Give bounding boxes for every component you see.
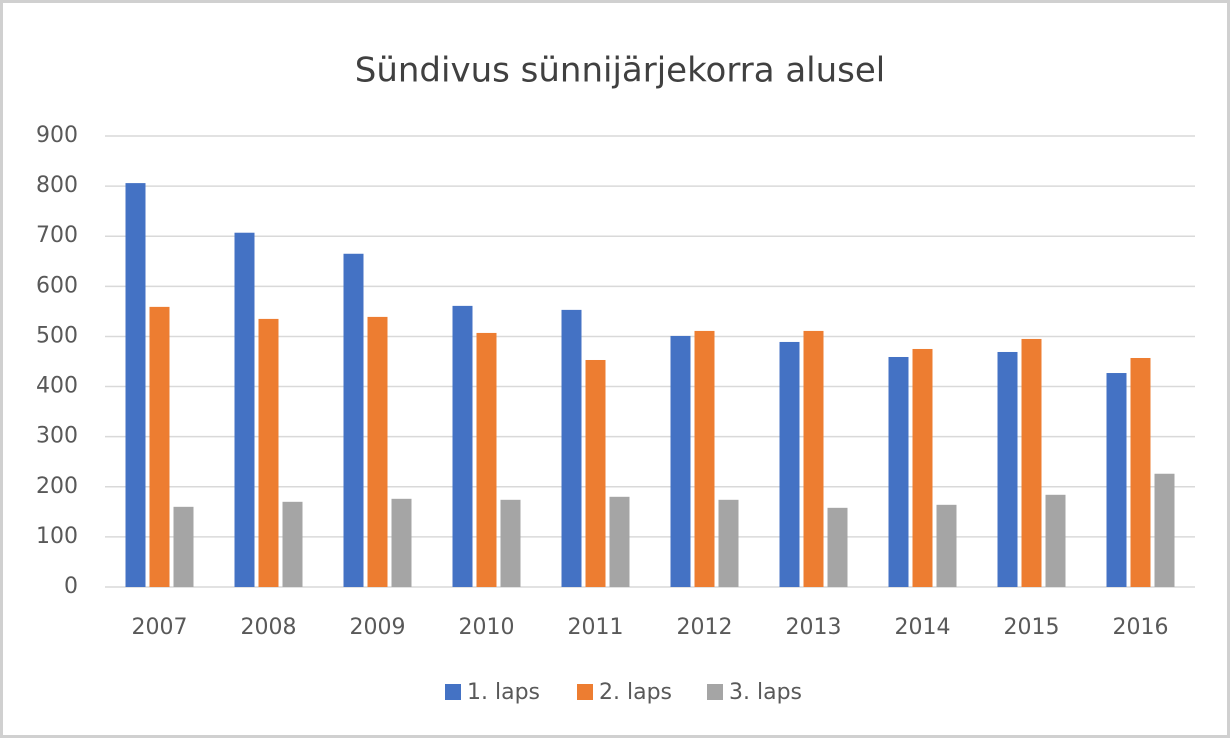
x-tick-label: 2008 (241, 615, 297, 640)
bar (367, 316, 388, 587)
legend-label: 3. laps (729, 680, 802, 705)
y-tick-label: 300 (36, 424, 78, 449)
legend-swatch (577, 684, 593, 700)
legend-label: 2. laps (599, 680, 672, 705)
bar (452, 305, 473, 587)
y-tick-label: 200 (36, 474, 78, 499)
y-tick-label: 500 (36, 323, 78, 348)
bar (718, 499, 739, 587)
bar (803, 330, 824, 587)
bar (476, 332, 497, 587)
bar (1045, 494, 1066, 587)
bar (888, 356, 909, 587)
x-tick-label: 2016 (1113, 615, 1169, 640)
bar (936, 504, 957, 587)
bar (125, 183, 146, 588)
bar (149, 306, 170, 587)
bar (779, 341, 800, 587)
y-tick-label: 0 (64, 574, 78, 599)
bar (585, 359, 606, 587)
bar (670, 335, 691, 587)
bar (609, 496, 630, 587)
legend-swatch (445, 684, 461, 700)
x-tick-label: 2013 (786, 615, 842, 640)
bar (258, 318, 279, 587)
bar (912, 348, 933, 587)
bar (173, 506, 194, 587)
x-tick-label: 2009 (350, 615, 406, 640)
y-tick-label: 100 (36, 524, 78, 549)
y-tick-label: 700 (36, 223, 78, 248)
bar (391, 498, 412, 587)
bar (827, 507, 848, 587)
y-tick-label: 600 (36, 273, 78, 298)
x-tick-label: 2011 (568, 615, 624, 640)
chart-title: Sündivus sünnijärjekorra alusel (355, 51, 886, 91)
bar (234, 232, 255, 587)
y-tick-label: 400 (36, 374, 78, 399)
bar (561, 309, 582, 587)
x-tick-label: 2012 (677, 615, 733, 640)
x-tick-label: 2010 (459, 615, 515, 640)
legend-label: 1. laps (467, 680, 540, 705)
x-tick-label: 2014 (895, 615, 951, 640)
x-tick-label: 2015 (1004, 615, 1060, 640)
bar (1130, 357, 1151, 587)
bar (1154, 473, 1175, 587)
x-tick-label: 2007 (132, 615, 188, 640)
legend-swatch (707, 684, 723, 700)
bar (694, 330, 715, 587)
bar (1106, 373, 1127, 587)
bar (343, 253, 364, 587)
bar (997, 351, 1018, 587)
bar (282, 501, 303, 587)
y-tick-label: 800 (36, 173, 78, 198)
bar (1021, 338, 1042, 587)
bar (500, 499, 521, 587)
y-tick-label: 900 (36, 123, 78, 148)
